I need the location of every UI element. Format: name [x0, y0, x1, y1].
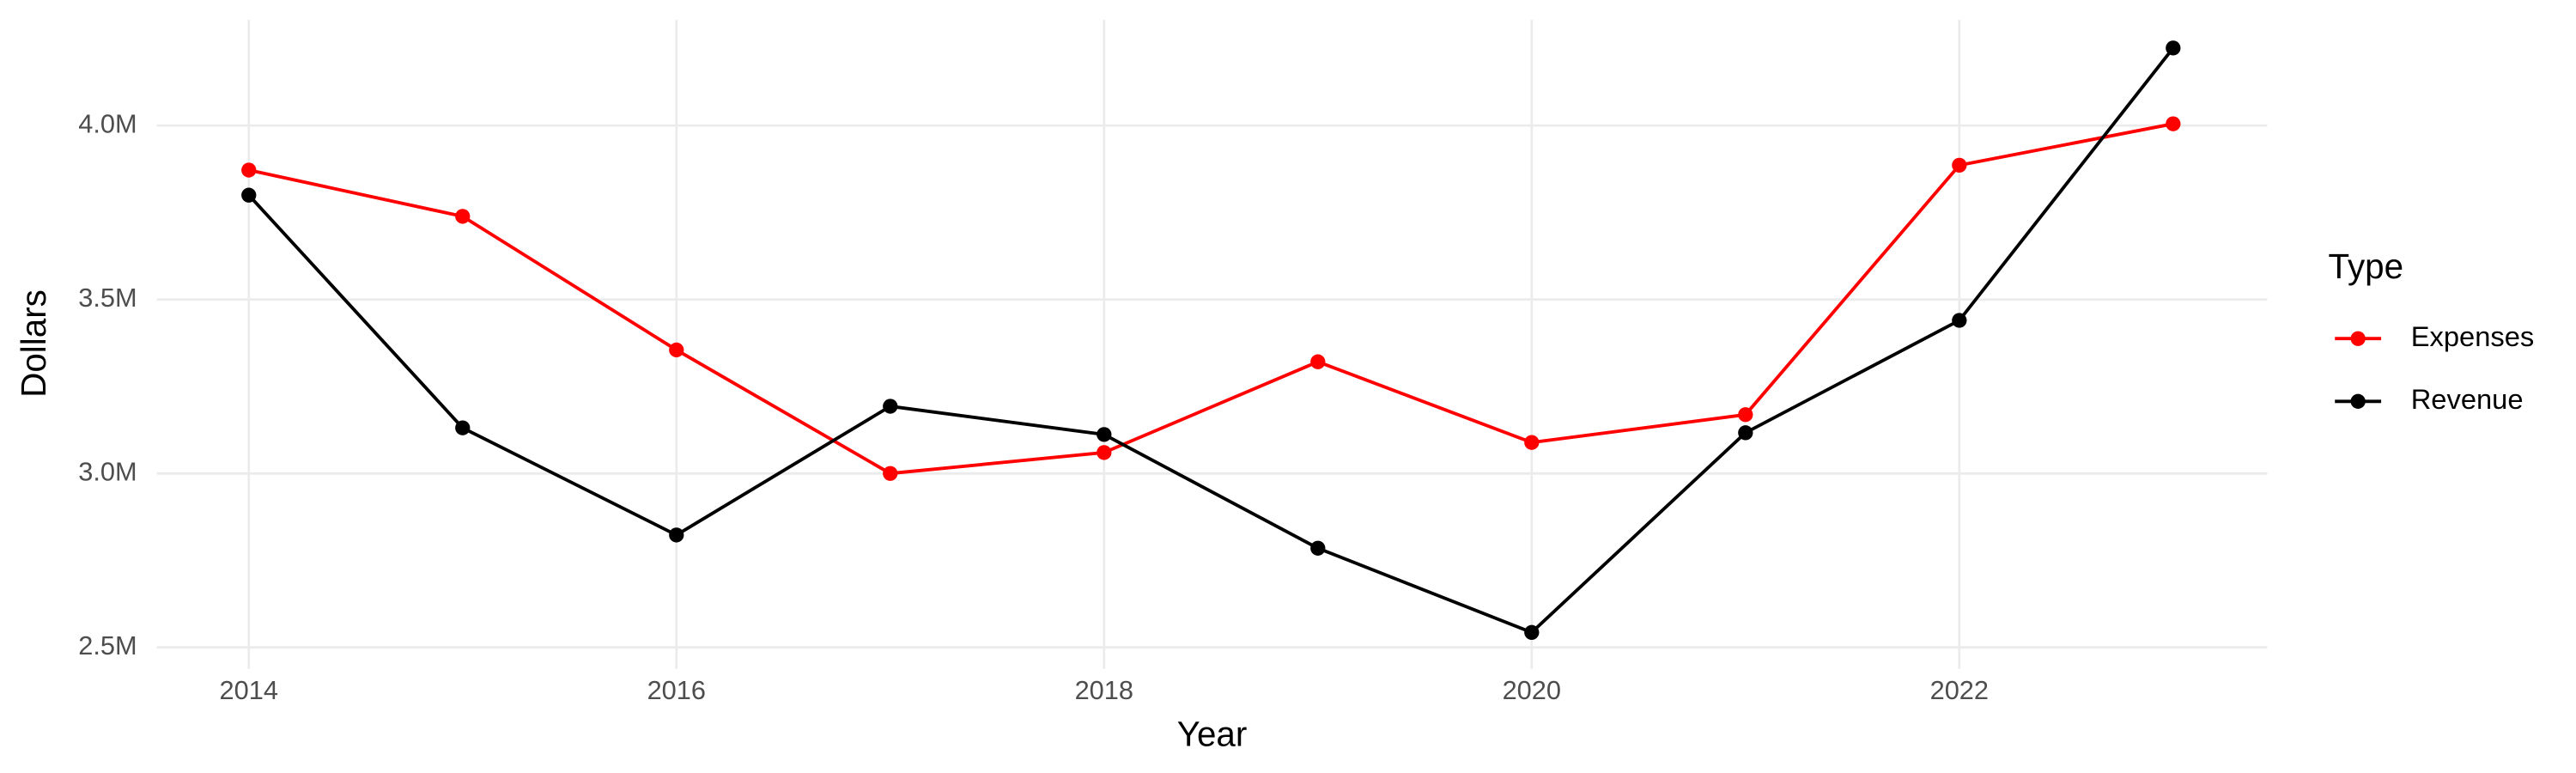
y-tick-label: 4.0M	[78, 108, 137, 138]
data-point	[1097, 427, 1112, 442]
x-tick-label: 2018	[1075, 675, 1133, 705]
data-point	[1310, 354, 1326, 369]
data-point	[883, 399, 898, 414]
data-point	[1738, 425, 1753, 441]
data-point	[669, 527, 684, 543]
data-point	[455, 209, 471, 224]
legend-label: Revenue	[2411, 383, 2524, 415]
legend-marker	[2350, 393, 2366, 409]
series-line	[248, 122, 2174, 476]
data-point	[1738, 407, 1753, 423]
data-point	[241, 162, 257, 178]
data-point	[2166, 40, 2181, 56]
data-point	[1952, 157, 1967, 173]
data-point	[455, 420, 471, 435]
data-point	[1097, 445, 1112, 460]
data-point	[1952, 313, 1967, 328]
y-tick-label: 3.0M	[78, 456, 137, 486]
x-axis-title: Year	[1177, 714, 1248, 753]
data-point	[1524, 435, 1540, 450]
data-point	[1310, 540, 1326, 556]
y-axis-title: Dollars	[14, 289, 53, 398]
y-tick-label: 3.5M	[78, 283, 137, 313]
data-point	[883, 466, 898, 481]
legend-title: Type	[2329, 247, 2404, 286]
data-point	[241, 187, 257, 203]
data-point	[1524, 624, 1540, 640]
x-tick-label: 2022	[1930, 675, 1989, 705]
data-point	[2166, 116, 2181, 131]
x-tick-label: 2016	[647, 675, 706, 705]
legend-label: Expenses	[2411, 320, 2535, 352]
x-tick-label: 2014	[220, 675, 278, 705]
legend-marker	[2350, 331, 2366, 346]
series-line	[247, 46, 2175, 635]
y-tick-label: 2.5M	[78, 630, 137, 660]
x-tick-label: 2020	[1503, 675, 1561, 705]
grid	[156, 20, 2268, 669]
data-point	[669, 342, 684, 358]
